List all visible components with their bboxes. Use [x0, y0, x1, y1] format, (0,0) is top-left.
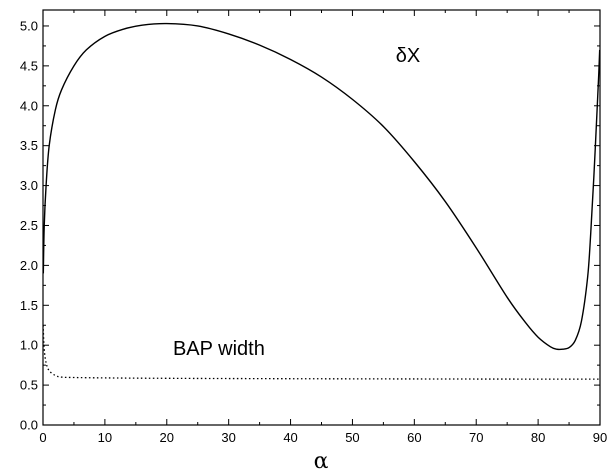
- plot-frame: [42, 9, 601, 426]
- y-tick-label: 3.0: [20, 178, 38, 193]
- y-tick-label: 4.0: [20, 98, 38, 113]
- y-tick-label: 0.0: [20, 418, 38, 433]
- annotation-delta-x: δX: [396, 45, 420, 67]
- x-tick-label: 30: [221, 430, 235, 445]
- x-tick-label: 80: [531, 430, 545, 445]
- x-tick-label: 60: [407, 430, 421, 445]
- y-tick-label: 3.5: [20, 138, 38, 153]
- x-tick-label: 20: [160, 430, 174, 445]
- series-bap-width-line: [42, 325, 601, 380]
- x-tick-label: 10: [98, 430, 112, 445]
- y-tick-label: 4.5: [20, 58, 38, 73]
- y-tick-label: 1.0: [20, 338, 38, 353]
- x-tick-label: 50: [345, 430, 359, 445]
- y-tick-label: 0.5: [20, 378, 38, 393]
- y-tick-label: 2.0: [20, 258, 38, 273]
- y-tick-label: 5.0: [20, 18, 38, 33]
- x-tick-label: 40: [283, 430, 297, 445]
- y-tick-label: 1.5: [20, 298, 38, 313]
- x-axis-title: α: [314, 449, 329, 472]
- annotation-bap-width: BAP width: [173, 338, 265, 360]
- x-tick-label: 70: [469, 430, 483, 445]
- series-delta-x-line: [42, 22, 601, 351]
- x-tick-label: 0: [39, 430, 46, 445]
- y-tick-label: 2.5: [20, 218, 38, 233]
- x-tick-label: 90: [593, 430, 607, 445]
